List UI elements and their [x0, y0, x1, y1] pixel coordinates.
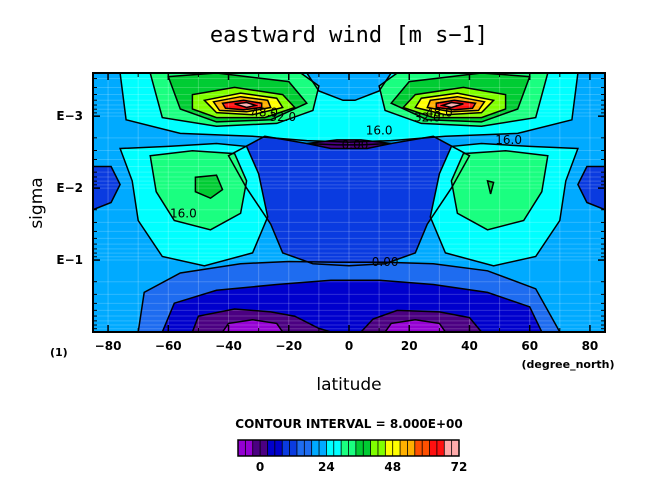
x-tick-label: −60: [155, 339, 182, 353]
plot-area: [93, 73, 605, 332]
contour-line: [384, 319, 447, 332]
contour-line: [93, 165, 121, 211]
contour-line: [137, 260, 561, 332]
y-tick-label: E−2: [56, 181, 83, 195]
colorbar-frame: [237, 439, 460, 457]
contour-line: [378, 73, 549, 127]
contour-line: [577, 165, 605, 211]
contour-line: [161, 279, 543, 332]
contour-label: 0.00: [342, 138, 369, 152]
contour-line: [202, 92, 284, 116]
y-axis-label: sigma: [27, 177, 47, 228]
contour-label: 16.0: [495, 133, 522, 147]
contour-label: 16.0: [366, 124, 393, 138]
x-tick-label: −80: [95, 339, 122, 353]
x-tick-label: 60: [521, 339, 538, 353]
colorbar-label: 0: [256, 460, 264, 474]
contour-line: [306, 139, 392, 150]
chart-title: eastward wind [m s−1]: [210, 23, 488, 48]
x-tick-label: −20: [275, 339, 302, 353]
x-tick-label: 40: [461, 339, 478, 353]
contour-line: [435, 99, 477, 111]
x-tick-label: −40: [215, 339, 242, 353]
x-axis-label: latitude: [316, 375, 381, 395]
x-tick-label: 0: [345, 339, 353, 353]
contour-line: [401, 86, 507, 119]
contour-line: [359, 309, 483, 332]
contour-line: [221, 99, 263, 111]
contour-fill-region: [93, 166, 121, 210]
contour-line: [429, 142, 579, 267]
contour-label: 32.0: [269, 110, 296, 124]
contour-fill-region: [577, 166, 605, 210]
contour-label: 48.0: [251, 106, 278, 120]
contour-line: [149, 149, 248, 231]
x-tick-label: 20: [401, 339, 418, 353]
contour-line: [149, 73, 320, 127]
colorbar: 0 24 48 72: [237, 439, 468, 474]
contour-fill-region: [195, 175, 223, 199]
contour-line: [486, 179, 495, 195]
contour-fill-region: [228, 136, 470, 266]
contour-line: [234, 101, 259, 109]
contour-line: [426, 95, 486, 113]
colorbar-label: 48: [384, 460, 401, 474]
contour-label: 16.0: [170, 206, 197, 220]
contour-line: [221, 319, 284, 332]
colorbar-label: 72: [451, 460, 468, 474]
contour-line: [194, 174, 224, 200]
contour-line: [212, 95, 272, 113]
figure-label: (1): [50, 346, 68, 359]
y-tick-label: E−1: [56, 253, 83, 267]
contour-label: 0.00: [372, 255, 399, 269]
contour-line: [119, 73, 579, 143]
contour-label: 32.0: [414, 111, 441, 125]
contour-label: 48.0: [426, 106, 453, 120]
y-tick-label: E−3: [56, 109, 83, 123]
colorbar-label: 24: [318, 460, 335, 474]
contour-line: [450, 149, 549, 231]
contour-fill-region: [222, 319, 283, 332]
contour-line: [414, 92, 496, 116]
contour-line: [119, 142, 269, 267]
contour-line: [439, 101, 464, 109]
contour-interval-text: CONTOUR INTERVAL = 8.000E+00: [235, 417, 462, 431]
contour-fill-region: [451, 150, 548, 230]
x-unit-label: (degree_north): [521, 358, 614, 371]
contour-line: [191, 86, 297, 119]
x-tick-label: 80: [582, 339, 599, 353]
contour-fill-region: [385, 319, 446, 332]
